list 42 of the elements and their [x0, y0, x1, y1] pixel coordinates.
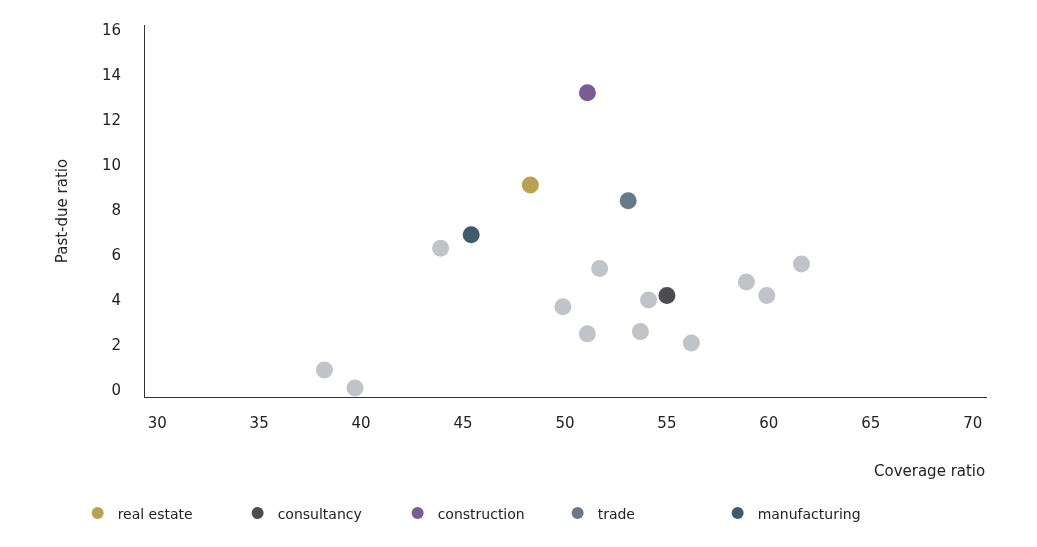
- legend-label: manufacturing: [757, 505, 861, 522]
- point: [591, 259, 609, 277]
- legend-label: consultancy: [277, 505, 362, 522]
- y-tick-label: 16: [101, 20, 121, 39]
- x-tick-label: 55: [657, 414, 677, 432]
- legend-label: construction: [437, 505, 525, 522]
- x-tick-label: 40: [351, 414, 371, 432]
- y-tick-label: 2: [111, 336, 121, 355]
- y-tick-label: 10: [101, 156, 121, 175]
- point: [315, 361, 333, 379]
- x-axis-title: Coverage ratio: [874, 462, 986, 480]
- y-tick-label: 8: [111, 201, 121, 220]
- y-tick-label: 4: [111, 291, 121, 310]
- x-tick-label: 30: [147, 414, 167, 432]
- point: [658, 287, 676, 305]
- legend-label: real estate: [117, 505, 193, 522]
- point: [631, 323, 649, 341]
- point: [346, 379, 364, 397]
- point: [578, 84, 596, 102]
- x-tick-label: 60: [759, 414, 779, 432]
- point: [792, 255, 810, 273]
- y-axis-title: Past-due ratio: [53, 158, 72, 264]
- x-tick-label: 45: [453, 414, 473, 432]
- point: [758, 287, 776, 305]
- point: [640, 291, 658, 309]
- x-tick-label: 35: [249, 414, 269, 432]
- point: [554, 298, 572, 316]
- point: [682, 334, 700, 352]
- point: [432, 239, 450, 257]
- point: [737, 273, 755, 291]
- x-tick-label: 50: [555, 414, 575, 432]
- point: [462, 226, 480, 244]
- point: [619, 192, 637, 210]
- point: [578, 325, 596, 343]
- y-tick-label: 0: [111, 381, 121, 400]
- y-tick-label: 12: [101, 110, 121, 129]
- point: [521, 176, 539, 194]
- x-tick-label: 65: [861, 414, 881, 432]
- x-tick-label: 70: [963, 414, 983, 432]
- y-tick-label: 6: [111, 246, 121, 265]
- legend-label: trade: [597, 505, 635, 522]
- y-tick-label: 14: [101, 65, 121, 84]
